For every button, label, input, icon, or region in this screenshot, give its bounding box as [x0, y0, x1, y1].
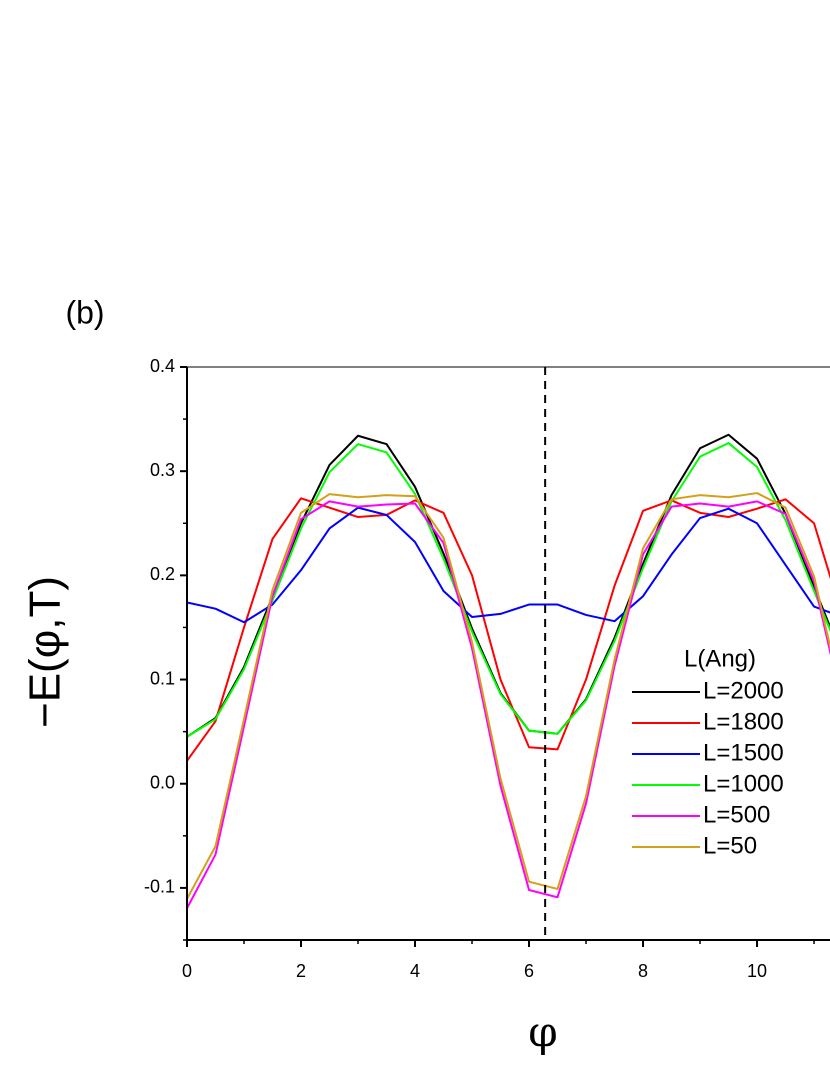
y-axis-label: −E(φ,T): [21, 576, 70, 728]
x-tick-label: 6: [524, 961, 534, 981]
series-line: [187, 506, 830, 624]
x-tick-label: 2: [296, 961, 306, 981]
x-tick-label: 10: [747, 961, 767, 981]
legend-label: L=2000: [703, 677, 784, 704]
legend-label: L=500: [703, 801, 770, 828]
x-axis-label: φ: [528, 1007, 557, 1056]
series-line: [187, 500, 830, 909]
plot-area: [187, 433, 830, 909]
x-tick-label: 0: [182, 961, 192, 981]
y-tick-label: 0.4: [150, 356, 175, 376]
x-tick-label: 4: [410, 961, 420, 981]
legend-label: L=1000: [703, 770, 784, 797]
panel-label: (b): [65, 294, 104, 330]
y-tick-label: 0.0: [150, 772, 175, 792]
legend-label: L=50: [703, 832, 757, 859]
legend-title: L(Ang): [684, 645, 756, 672]
legend-label: L=1500: [703, 739, 784, 766]
series-line: [187, 442, 830, 738]
series-line: [187, 492, 830, 900]
y-tick-label: 0.2: [150, 564, 175, 584]
x-tick-label: 8: [638, 961, 648, 981]
legend-label: L=1800: [703, 708, 784, 735]
y-tick-label: 0.1: [150, 668, 175, 688]
y-tick-label: 0.3: [150, 460, 175, 480]
y-tick-label: -0.1: [144, 877, 175, 897]
